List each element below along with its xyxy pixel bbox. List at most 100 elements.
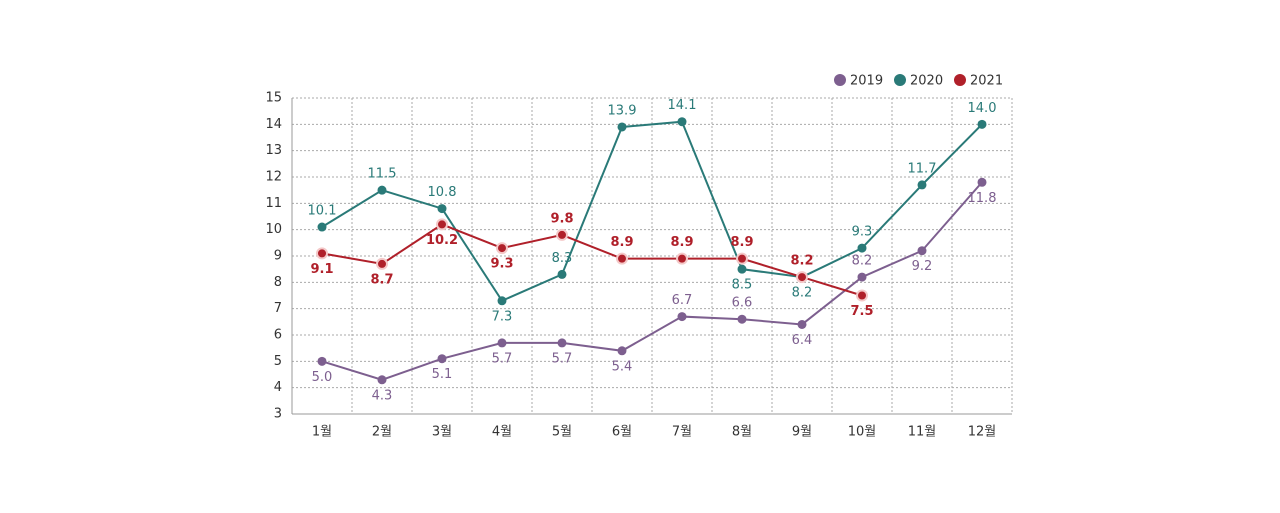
data-label: 10.2 — [426, 233, 458, 248]
x-tick-label: 5월 — [552, 425, 572, 440]
point — [977, 177, 987, 187]
x-tick-label: 9월 — [792, 425, 812, 440]
point — [736, 252, 748, 265]
point — [737, 264, 747, 274]
point — [977, 119, 987, 129]
point — [437, 204, 447, 214]
x-tick-label: 4월 — [492, 425, 512, 440]
series-line — [321, 120, 983, 303]
point — [437, 354, 447, 364]
point — [496, 242, 508, 255]
y-tick-label: 15 — [265, 91, 282, 106]
data-label: 8.2 — [792, 286, 813, 301]
data-label: 11.7 — [908, 161, 937, 176]
data-label: 8.5 — [732, 278, 753, 293]
data-label: 8.2 — [790, 254, 813, 269]
data-label: 5.7 — [552, 351, 573, 366]
y-tick-label: 11 — [265, 196, 282, 211]
legend-label: 2019 — [850, 74, 883, 89]
data-label: 4.3 — [372, 388, 393, 403]
y-tick-label: 5 — [274, 354, 282, 369]
data-label: 11.5 — [368, 167, 397, 182]
point — [557, 338, 567, 348]
y-tick-label: 7 — [274, 301, 282, 316]
data-label: 6.7 — [672, 293, 693, 308]
data-label: 8.9 — [610, 235, 633, 250]
y-tick-label: 14 — [265, 117, 282, 132]
x-tick-label: 8월 — [732, 425, 752, 440]
data-label: 8.2 — [852, 254, 873, 269]
point — [317, 222, 327, 232]
data-label: 7.3 — [492, 309, 513, 324]
point — [917, 246, 927, 256]
y-tick-label: 8 — [274, 275, 282, 290]
data-label: 8.3 — [552, 251, 573, 266]
data-label: 10.8 — [428, 185, 457, 200]
y-tick-label: 12 — [265, 170, 282, 185]
point — [557, 269, 567, 279]
data-label: 5.4 — [612, 359, 633, 374]
legend-marker — [954, 74, 966, 86]
data-label: 8.9 — [670, 235, 693, 250]
x-tick-label: 6월 — [612, 425, 632, 440]
data-label: 8.7 — [370, 272, 393, 287]
data-label: 6.4 — [792, 333, 813, 348]
data-label: 9.1 — [310, 262, 333, 277]
y-tick-label: 10 — [265, 222, 282, 237]
x-tick-label: 3월 — [432, 425, 452, 440]
y-tick-label: 9 — [274, 249, 282, 264]
point — [616, 252, 628, 265]
point — [857, 243, 867, 253]
data-label: 14.0 — [968, 101, 997, 116]
y-tick-label: 13 — [265, 143, 282, 158]
data-label: 13.9 — [608, 103, 637, 118]
point — [677, 312, 687, 322]
legend-marker — [834, 74, 846, 86]
point — [617, 346, 627, 356]
x-tick-label: 7월 — [672, 425, 692, 440]
data-label: 8.9 — [730, 235, 753, 250]
point — [617, 122, 627, 132]
y-tick-label: 4 — [274, 380, 282, 395]
point — [556, 228, 568, 241]
point — [737, 314, 747, 324]
data-label: 5.7 — [492, 351, 513, 366]
x-tick-label: 1월 — [312, 425, 332, 440]
point — [377, 185, 387, 195]
y-tick-label: 3 — [274, 407, 282, 422]
x-tick-label: 2월 — [372, 425, 392, 440]
data-label: 9.8 — [550, 211, 573, 226]
point — [316, 247, 328, 260]
point — [497, 296, 507, 306]
point — [676, 252, 688, 265]
legend-marker — [894, 74, 906, 86]
data-label: 11.8 — [968, 191, 997, 206]
legend-label: 2020 — [910, 74, 943, 89]
series-line — [321, 223, 863, 297]
data-label: 14.1 — [668, 98, 697, 113]
data-label: 6.6 — [732, 296, 753, 311]
point — [856, 289, 868, 302]
data-label: 7.5 — [850, 304, 873, 319]
point — [497, 338, 507, 348]
point — [797, 319, 807, 329]
data-label: 5.0 — [312, 370, 333, 385]
data-label: 5.1 — [432, 367, 453, 382]
point — [857, 272, 867, 282]
data-label: 9.2 — [912, 259, 933, 274]
legend-label: 2021 — [970, 74, 1003, 89]
data-label: 9.3 — [490, 257, 513, 272]
y-tick-label: 6 — [274, 328, 282, 343]
point — [917, 180, 927, 190]
series-line — [321, 181, 983, 381]
point — [317, 356, 327, 366]
data-label: 9.3 — [852, 225, 873, 240]
x-tick-label: 12월 — [968, 425, 997, 440]
data-label: 10.1 — [308, 204, 337, 219]
point — [436, 218, 448, 231]
x-tick-label: 11월 — [908, 425, 937, 440]
point — [677, 117, 687, 127]
point — [376, 257, 388, 270]
x-tick-label: 10월 — [848, 425, 877, 440]
